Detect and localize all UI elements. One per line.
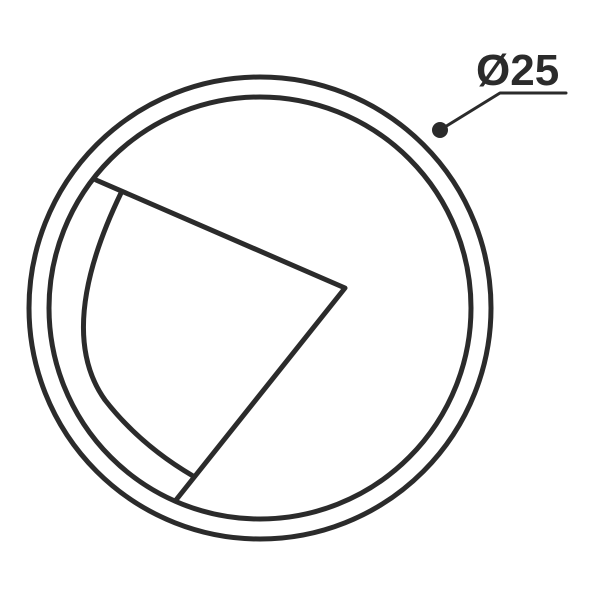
outer-rim-circle <box>26 74 494 542</box>
diameter-label: Ø25 <box>476 46 559 95</box>
wedge-inner-arc <box>80 190 196 479</box>
leader-line <box>438 91 568 132</box>
wedge-outline <box>93 177 348 503</box>
inner-rim-circle <box>46 94 474 522</box>
